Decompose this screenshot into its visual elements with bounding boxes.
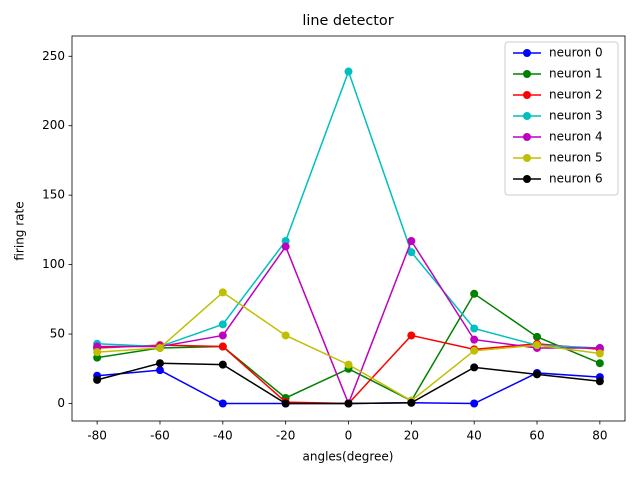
legend-marker (523, 91, 531, 99)
data-point (93, 342, 102, 351)
data-point (470, 399, 479, 408)
data-point (595, 377, 604, 386)
data-point (344, 399, 353, 408)
y-tick-label: 100 (42, 257, 65, 271)
series-line (97, 292, 601, 402)
legend-box (504, 41, 619, 196)
legend-label: neuron 5 (549, 151, 603, 165)
legend-marker (523, 49, 531, 57)
data-point (595, 343, 604, 352)
x-tick-label: 40 (467, 429, 482, 443)
data-point (470, 324, 479, 333)
x-axis-label: angles(degree) (303, 450, 394, 464)
data-point (218, 331, 227, 340)
x-tick-label: 20 (404, 429, 419, 443)
legend-label: neuron 2 (549, 88, 603, 102)
data-point (155, 366, 164, 375)
data-point (470, 346, 479, 355)
x-tick-label: -60 (150, 429, 170, 443)
data-point (93, 375, 102, 384)
data-point (533, 332, 542, 341)
data-point (218, 360, 227, 369)
y-tick-label: 0 (57, 396, 65, 410)
y-tick-label: 200 (42, 118, 65, 132)
data-point (218, 288, 227, 297)
data-point (93, 353, 102, 362)
data-point (218, 399, 227, 408)
series-line (97, 369, 600, 405)
legend-label: neuron 4 (549, 130, 603, 144)
data-point (281, 399, 290, 408)
x-tick-label: -80 (87, 429, 107, 443)
chart-title: line detector (302, 13, 393, 29)
y-axis-label: firing rate (13, 201, 27, 260)
x-tick-label: 60 (529, 429, 544, 443)
data-point (155, 359, 164, 368)
legend: neuron 0 neuron 1 neuron 2 neuron 3 neuron 4… (504, 41, 619, 196)
data-point (281, 242, 290, 251)
data-point (218, 320, 227, 329)
data-point (470, 335, 479, 344)
data-point (407, 398, 416, 407)
data-point (281, 331, 290, 340)
data-point (155, 343, 164, 352)
y-tick-label: 50 (50, 327, 65, 341)
legend-marker (523, 154, 531, 162)
data-point (533, 341, 542, 350)
y-tick-label: 150 (42, 188, 65, 202)
legend-label: neuron 0 (549, 46, 603, 60)
legend-label: neuron 6 (549, 172, 603, 186)
data-point (407, 237, 416, 245)
data-point (218, 342, 227, 351)
data-point (344, 360, 353, 369)
series-line (97, 291, 600, 402)
data-point (407, 248, 416, 257)
legend-marker (523, 175, 531, 183)
x-tick-label: 0 (345, 429, 353, 443)
data-point (470, 289, 479, 298)
y-tick-label: 250 (42, 49, 65, 63)
data-point (344, 67, 353, 76)
legend-marker (523, 112, 531, 120)
legend-marker (523, 133, 531, 141)
data-point (595, 359, 604, 368)
data-point (93, 348, 102, 357)
legend-label: neuron 3 (549, 109, 603, 123)
legend-label: neuron 1 (549, 67, 603, 81)
x-tick-label: 80 (592, 429, 607, 443)
plot-frame (71, 35, 626, 422)
x-tick-label: -40 (213, 429, 233, 443)
data-point (533, 370, 542, 379)
data-point (595, 349, 604, 358)
data-point (281, 237, 290, 245)
data-point (407, 331, 416, 340)
data-point (470, 363, 479, 372)
x-tick-label: -20 (276, 429, 296, 443)
legend-marker (523, 70, 531, 78)
